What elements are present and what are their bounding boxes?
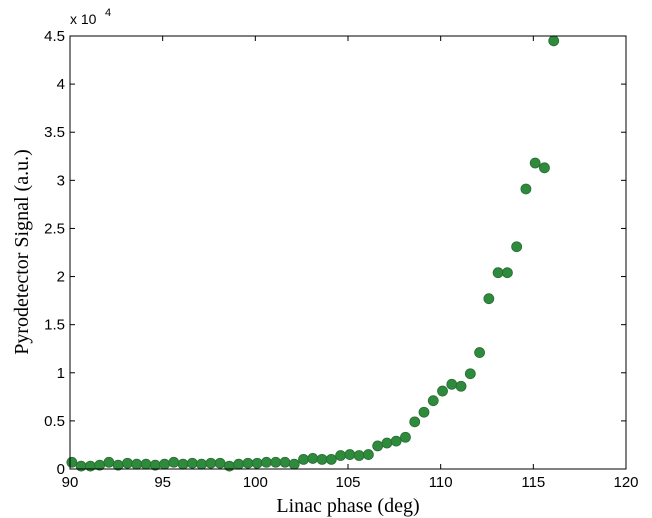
plot-area: [70, 36, 626, 469]
data-point: [140, 458, 152, 470]
data-point: [501, 267, 513, 279]
data-point: [223, 460, 235, 472]
data-point: [316, 453, 328, 465]
y-tick-labels: 0 0.5 1 1.5 2 2.5 3 3.5 4 4.5: [44, 28, 65, 478]
y-tick-label: 4: [57, 76, 65, 93]
data-point: [483, 293, 495, 305]
data-point: [270, 456, 282, 468]
data-point: [353, 450, 365, 461]
y-tick-label: 4.5: [44, 28, 65, 45]
data-point: [307, 453, 319, 464]
y-tick-label: 3: [57, 172, 65, 189]
data-point: [196, 458, 207, 470]
x-tick-label: 95: [154, 474, 171, 491]
y-tick-label: 0: [57, 461, 65, 478]
data-point: [186, 457, 198, 469]
data-point: [400, 431, 411, 443]
data-point: [548, 35, 560, 47]
y-multiplier-exponent: 4: [105, 7, 111, 19]
data-point: [464, 368, 476, 380]
data-point: [84, 460, 96, 472]
data-point: [511, 241, 523, 253]
data-point: [103, 456, 115, 468]
x-tick-label: 115: [521, 474, 545, 491]
data-point: [214, 457, 226, 469]
data-points: [66, 35, 560, 472]
data-point: [335, 450, 346, 461]
data-point: [539, 162, 550, 174]
x-tick-label: 105: [335, 474, 360, 491]
y-axis-label: Pyrodetector Signal (a.u.): [11, 149, 33, 355]
x-tick-label: 90: [62, 474, 79, 491]
data-point: [418, 406, 430, 418]
data-point: [122, 457, 133, 469]
data-point: [75, 460, 87, 472]
data-point: [409, 416, 421, 428]
y-tick-label: 1.5: [44, 317, 65, 334]
y-tick-label: 0.5: [44, 413, 65, 430]
y-tick-label: 1: [57, 365, 65, 382]
data-point: [446, 378, 458, 390]
x-tick-label: 100: [243, 474, 268, 491]
x-axis-label: Linac phase (deg): [276, 495, 419, 517]
data-point: [474, 347, 485, 358]
data-point: [205, 457, 217, 469]
y-tick-label: 2: [57, 269, 65, 286]
data-point: [288, 458, 300, 470]
y-tick-label: 3.5: [44, 124, 65, 141]
x-tick-labels: 90 95 100 105 110 115 120: [62, 474, 639, 491]
data-point: [261, 456, 272, 468]
data-point: [233, 458, 245, 470]
data-point: [251, 457, 263, 469]
data-point: [131, 458, 143, 470]
data-point: [427, 395, 439, 407]
data-point: [298, 453, 309, 465]
plot-frame: [69, 35, 627, 470]
data-point: [520, 183, 532, 195]
y-multiplier-label: x 10: [70, 11, 97, 27]
data-point: [159, 458, 170, 470]
data-point: [372, 440, 384, 452]
data-point: [455, 380, 467, 392]
data-point: [177, 458, 189, 470]
y-tick-label: 2.5: [44, 220, 65, 237]
data-point: [390, 435, 402, 447]
data-point: [437, 385, 448, 397]
data-point: [66, 456, 78, 468]
data-point: [529, 157, 541, 169]
x-tick-label: 120: [613, 474, 638, 491]
data-point: [362, 449, 374, 460]
data-point: [279, 456, 291, 468]
data-point: [168, 456, 180, 468]
data-point: [492, 267, 504, 279]
data-point: [381, 437, 393, 449]
data-point: [242, 457, 254, 469]
data-point: [325, 453, 337, 465]
data-point: [344, 449, 356, 460]
x-tick-label: 110: [429, 474, 453, 491]
